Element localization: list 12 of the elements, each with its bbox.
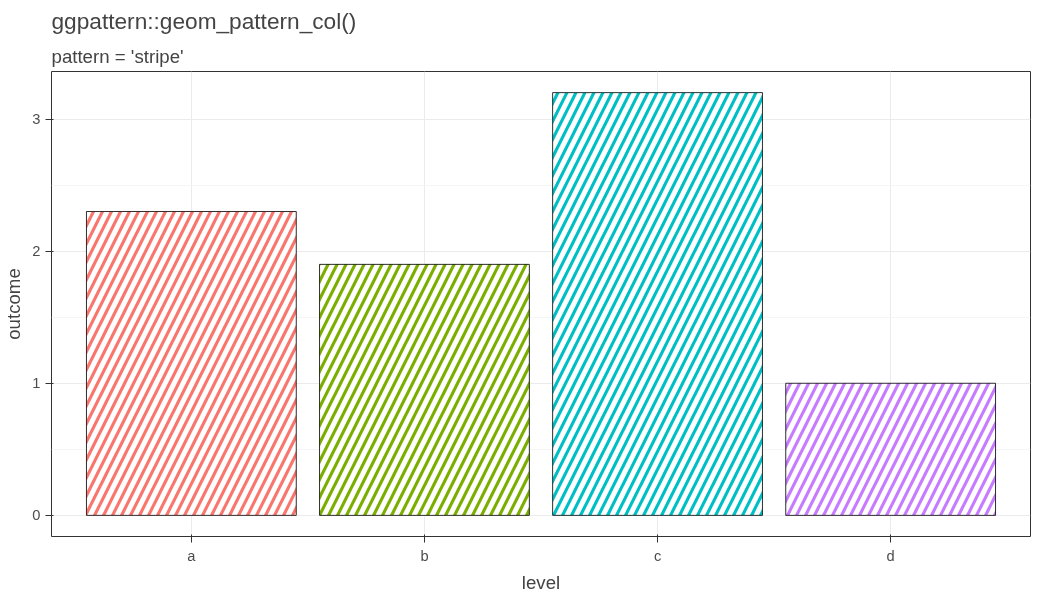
y-tick-label: 3 [32, 111, 41, 128]
x-tick-label: a [187, 547, 197, 564]
x-tick-label: b [420, 547, 429, 564]
y-tick-label: 1 [32, 375, 41, 392]
y-tick-label: 2 [32, 243, 41, 260]
x-axis-title: level [521, 571, 561, 593]
chart-title: ggpattern::geom_pattern_col() [51, 7, 357, 34]
x-tick-label: d [886, 547, 895, 564]
y-axis-title: outcome [3, 268, 25, 340]
chart-subtitle: pattern = 'stripe' [51, 45, 184, 67]
y-tick-label: 0 [32, 507, 41, 524]
x-tick-label: c [653, 547, 662, 564]
